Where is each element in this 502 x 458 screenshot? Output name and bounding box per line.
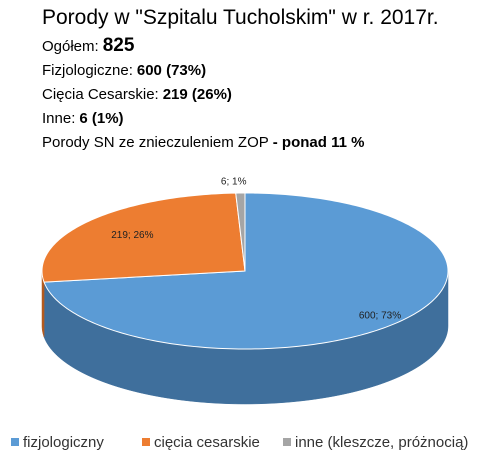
summary-line: Porody SN ze znieczuleniem ZOP - ponad 11… [42,131,439,155]
data-label: 219; 26% [111,230,153,241]
slice [41,192,246,283]
legend-label: inne (kleszcze, próżnocią) [295,434,468,451]
summary-label: Inne: [42,110,76,127]
header: Porody w "Szpitalu Tucholskim" w r. 2017… [42,6,439,155]
summary-value: - ponad 11 % [272,134,365,151]
legend-swatch [283,438,291,446]
legend-swatch [142,438,150,446]
chart-title: Porody w "Szpitalu Tucholskim" w r. 2017… [42,6,439,29]
data-label: 6; 1% [221,177,247,188]
legend-swatch [11,438,19,446]
summary-value: 6 (1%) [79,110,124,127]
summary-line: Ogółem: 825 [42,34,439,59]
summary-value: 219 (26%) [162,86,232,103]
summary-label: Fizjologiczne: [42,62,133,79]
legend-label: cięcia cesarskie [154,434,260,451]
summary-value: 600 (73%) [136,62,207,79]
summary-label: Ogółem: [42,38,99,55]
slice [43,192,449,350]
summary-label: Cięcia Cesarskie: [42,86,159,103]
summary-label: Porody SN ze znieczuleniem ZOP [42,134,269,151]
summary-line: Fizjologiczne: 600 (73%) [42,59,439,83]
slice [235,192,246,272]
legend-label: fizjologiczny [23,434,104,451]
summary-line: Inne: 6 (1%) [42,107,439,131]
summary-value: 825 [102,35,135,56]
data-label: 600; 73% [359,311,401,322]
summary-line: Cięcia Cesarskie: 219 (26%) [42,83,439,107]
